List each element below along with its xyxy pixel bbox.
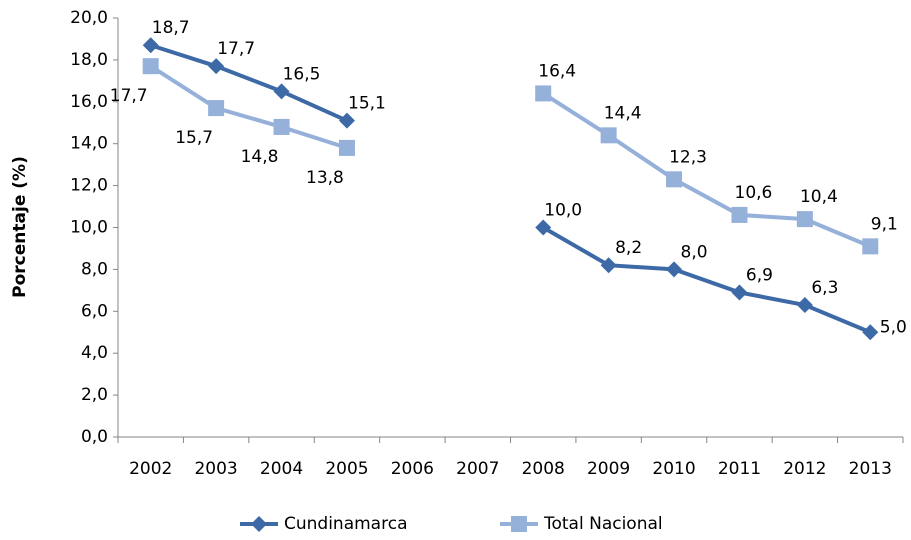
point <box>208 58 225 75</box>
x-tick-label: 2002 <box>129 459 172 479</box>
point <box>862 238 879 255</box>
x-tick-label: 2009 <box>587 459 630 479</box>
data-label: 10,4 <box>800 187 838 207</box>
line <box>542 225 872 335</box>
data-label: 10,0 <box>544 201 582 221</box>
x-tick-label: 2007 <box>456 459 499 479</box>
y-tick-label: 4,0 <box>81 343 108 363</box>
legend-label: Cundinamarca <box>284 514 407 534</box>
x-tick-label: 2013 <box>849 459 892 479</box>
y-tick-label: 8,0 <box>81 259 108 279</box>
data-label: 17,7 <box>217 39 255 59</box>
x-tick-label: 2011 <box>718 459 761 479</box>
y-tick-label: 18,0 <box>70 50 108 70</box>
legend-marker <box>251 516 267 532</box>
point <box>535 219 552 236</box>
data-label: 13,8 <box>306 168 344 188</box>
data-label: 9,1 <box>871 214 898 234</box>
point <box>731 206 748 223</box>
point <box>142 58 159 75</box>
point <box>796 211 813 228</box>
line <box>149 64 348 150</box>
point <box>338 112 355 129</box>
x-tick-label: 2006 <box>391 459 434 479</box>
y-tick-label: 14,0 <box>70 134 108 154</box>
x-tick-label: 2003 <box>194 459 237 479</box>
y-axis-label: Porcentaje (%) <box>10 156 30 298</box>
y-tick-label: 12,0 <box>70 176 108 196</box>
y-tick-label: 6,0 <box>81 301 108 321</box>
data-label: 6,9 <box>746 265 773 285</box>
line <box>150 43 348 123</box>
data-label: 8,0 <box>681 242 708 262</box>
data-label: 16,4 <box>538 61 576 81</box>
data-label: 5,0 <box>880 317 907 337</box>
legend-marker <box>511 516 527 532</box>
data-label: 17,7 <box>110 86 148 106</box>
point <box>142 37 159 54</box>
point <box>666 261 683 278</box>
point <box>666 171 683 188</box>
y-tick-label: 16,0 <box>70 92 108 112</box>
point <box>338 139 355 156</box>
point <box>208 100 225 117</box>
data-label: 16,5 <box>283 64 321 84</box>
point <box>273 83 290 100</box>
data-label: 15,7 <box>175 128 213 148</box>
data-label: 6,3 <box>811 278 838 298</box>
y-tick-label: 20,0 <box>70 8 108 28</box>
data-label: 10,6 <box>735 183 773 203</box>
line <box>542 91 872 249</box>
point <box>796 297 813 314</box>
y-tick-label: 10,0 <box>70 218 108 238</box>
x-tick-label: 2005 <box>325 459 368 479</box>
y-tick-label: 2,0 <box>81 385 108 405</box>
data-label: 14,4 <box>604 103 642 123</box>
data-label: 14,8 <box>241 147 279 167</box>
point <box>273 118 290 135</box>
point <box>535 85 552 102</box>
legend-label: Total Nacional <box>543 514 663 534</box>
point <box>862 324 879 341</box>
y-tick-label: 0,0 <box>81 427 108 447</box>
point <box>731 284 748 301</box>
x-tick-label: 2010 <box>652 459 695 479</box>
x-tick-label: 2004 <box>260 459 303 479</box>
data-label: 18,7 <box>152 18 190 38</box>
x-tick-label: 2012 <box>783 459 826 479</box>
data-label: 12,3 <box>669 147 707 167</box>
data-label: 15,1 <box>348 94 386 114</box>
data-label: 8,2 <box>615 238 642 258</box>
point <box>600 127 617 144</box>
x-tick-label: 2008 <box>522 459 565 479</box>
point <box>600 257 617 274</box>
